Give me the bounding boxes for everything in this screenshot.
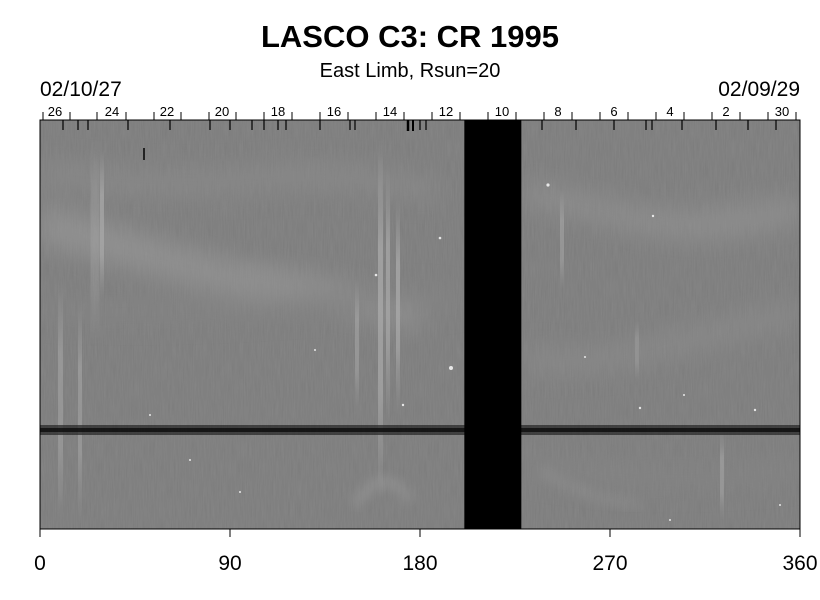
diffuse-streamer-regions [40, 160, 800, 488]
data-gap [464, 120, 522, 529]
top-date-label: 24 [105, 104, 119, 119]
bottom-axis-labels: 0 90 180 270 360 [34, 552, 817, 575]
top-date-label: 6 [610, 104, 617, 119]
top-date-label: 16 [327, 104, 341, 119]
bottom-axis-label: 180 [402, 552, 437, 575]
top-date-label: 18 [271, 104, 285, 119]
top-date-label: 14 [383, 104, 397, 119]
top-date-label: 12 [439, 104, 453, 119]
map-image [40, 120, 800, 529]
vertical-streaks [58, 140, 724, 520]
top-date-label: 20 [215, 104, 229, 119]
top-date-label: 26 [48, 104, 62, 119]
bottom-axis-label: 360 [782, 552, 817, 575]
lower-arc-features [352, 468, 641, 507]
dark-horizontal-band [40, 425, 800, 435]
top-date-label: 30 [775, 104, 789, 119]
top-date-label: 4 [666, 104, 673, 119]
page-subtitle: East Limb, Rsun=20 [319, 60, 501, 82]
observation-marks [62, 120, 777, 131]
bottom-axis-label: 90 [218, 552, 241, 575]
bottom-axis-label: 270 [592, 552, 627, 575]
page-title: LASCO C3: CR 1995 [260, 19, 560, 54]
top-date-label: 2 [722, 104, 729, 119]
dark-artifact [143, 148, 145, 160]
bottom-axis-ticks [39, 529, 801, 537]
top-date-label: 10 [495, 104, 509, 119]
end-date-label: 02/09/29 [718, 78, 800, 101]
top-date-ticks [42, 112, 797, 120]
bottom-axis-label: 0 [34, 552, 46, 575]
bright-points [149, 183, 781, 521]
top-date-labels: 26 24 22 20 18 16 14 12 10 8 6 4 2 30 [48, 104, 789, 119]
top-date-label: 8 [554, 104, 561, 119]
start-date-label: 02/10/27 [40, 78, 122, 101]
top-date-label: 22 [160, 104, 174, 119]
